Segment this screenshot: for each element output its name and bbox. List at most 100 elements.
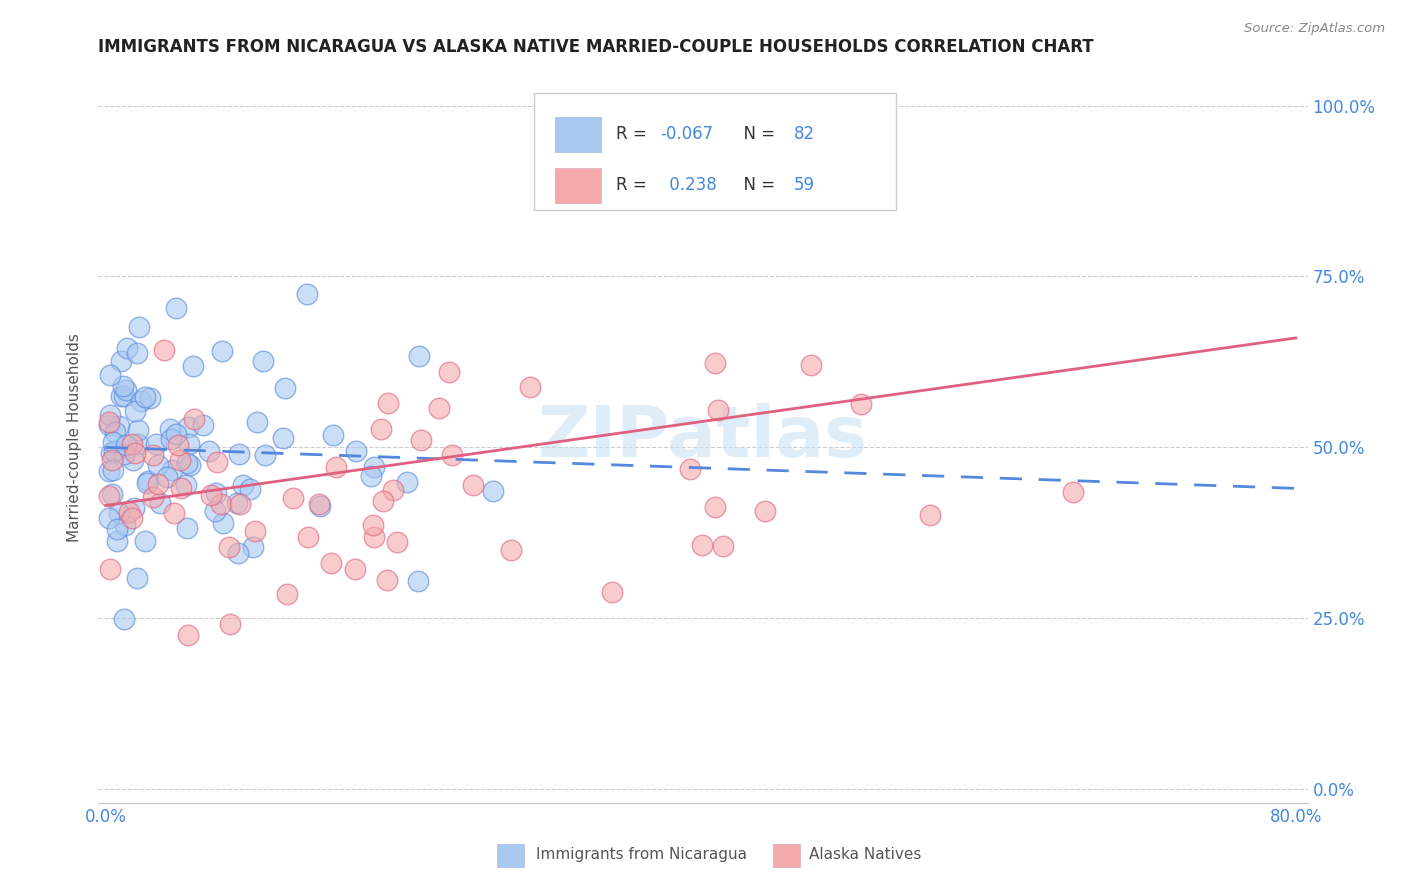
Text: Source: ZipAtlas.com: Source: ZipAtlas.com (1244, 22, 1385, 36)
Point (177, 420, 200, 434)
Point (409, 433, 432, 447)
Point (98, 562, 121, 576)
Point (308, 496, 330, 510)
Point (121, 452, 143, 467)
Point (499, 543, 522, 558)
Point (325, 459, 347, 474)
Point (146, 476, 169, 491)
Point (361, 518, 384, 533)
Point (602, 584, 624, 599)
Point (211, 343, 233, 358)
Bar (555, 117, 602, 152)
Point (108, 506, 131, 520)
Point (204, 486, 226, 500)
Point (167, 438, 190, 452)
Point (381, 483, 404, 497)
Point (111, 379, 134, 393)
Point (218, 617, 240, 632)
Point (205, 455, 228, 469)
Point (800, 358, 823, 372)
Point (112, 389, 135, 403)
Point (156, 470, 179, 484)
Point (134, 533, 156, 548)
Point (115, 341, 138, 355)
Point (481, 483, 503, 498)
Point (127, 423, 149, 437)
Point (110, 389, 132, 403)
Point (363, 460, 385, 475)
Bar (555, 168, 602, 203)
Point (136, 474, 159, 488)
Point (166, 426, 188, 441)
Text: R =: R = (616, 125, 652, 143)
Point (163, 506, 186, 520)
Text: IMMIGRANTS FROM NICARAGUA VS ALASKA NATIVE MARRIED-COUPLE HOUSEHOLDS CORRELATION: IMMIGRANTS FROM NICARAGUA VS ALASKA NATI… (98, 38, 1094, 56)
Point (254, 448, 277, 462)
Point (245, 524, 267, 539)
Point (107, 533, 129, 548)
Point (101, 487, 124, 501)
Point (344, 562, 367, 576)
Point (145, 437, 167, 451)
Point (159, 422, 181, 436)
Point (228, 497, 250, 511)
Point (295, 286, 318, 301)
Point (242, 541, 264, 555)
Point (125, 346, 148, 360)
Point (437, 365, 460, 379)
Point (104, 425, 127, 439)
Point (191, 417, 214, 432)
Point (179, 458, 201, 472)
Point (134, 390, 156, 404)
Point (125, 572, 148, 586)
Point (271, 431, 294, 445)
Point (149, 495, 172, 509)
Point (181, 359, 204, 373)
Point (204, 504, 226, 518)
Point (239, 482, 262, 496)
Point (427, 401, 450, 415)
Point (105, 522, 128, 536)
Point (679, 462, 702, 476)
Text: 59: 59 (793, 176, 814, 194)
Text: Alaska Natives: Alaska Natives (810, 847, 922, 862)
Point (252, 354, 274, 368)
Point (209, 497, 232, 511)
Point (309, 499, 332, 513)
Point (165, 301, 187, 315)
Point (160, 432, 183, 446)
Point (122, 501, 145, 516)
Point (232, 477, 254, 491)
Point (226, 496, 249, 510)
Point (114, 383, 136, 397)
Point (101, 452, 124, 467)
Point (121, 437, 143, 451)
Point (703, 356, 725, 370)
Point (127, 437, 149, 451)
Point (918, 508, 941, 522)
Bar (498, 844, 524, 867)
Y-axis label: Married-couple Households: Married-couple Households (67, 333, 83, 541)
Point (179, 437, 201, 451)
Point (98, 464, 121, 478)
Point (363, 530, 385, 544)
Point (177, 627, 200, 641)
Point (139, 392, 162, 406)
Point (124, 404, 146, 418)
Point (370, 422, 392, 436)
Point (174, 478, 197, 492)
Point (142, 490, 165, 504)
Point (1062, 485, 1084, 500)
Point (112, 447, 135, 461)
Point (176, 456, 198, 470)
Point (146, 458, 169, 472)
Point (100, 446, 122, 460)
Point (169, 452, 191, 467)
Point (226, 546, 249, 560)
Point (406, 574, 429, 588)
Point (395, 475, 418, 489)
Text: -0.067: -0.067 (661, 125, 714, 143)
Point (114, 518, 136, 533)
Bar (773, 844, 800, 867)
Point (128, 320, 150, 334)
